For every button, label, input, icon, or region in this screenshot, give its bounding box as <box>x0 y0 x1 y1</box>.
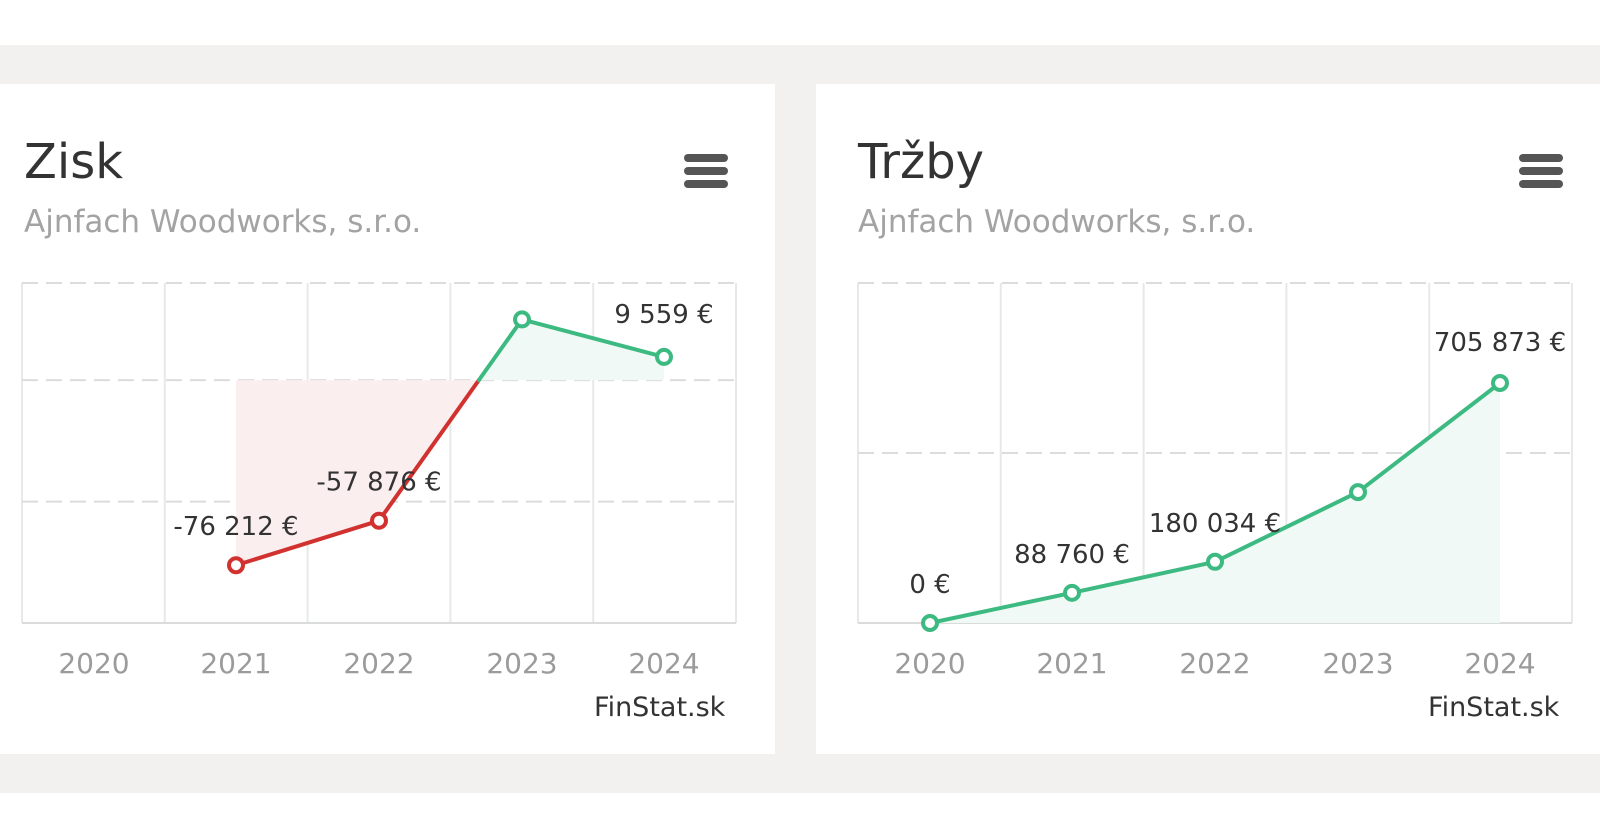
zisk-chart-credit-link[interactable]: FinStat.sk <box>594 692 726 723</box>
zisk-chart-subtitle: Ajnfach Woodworks, s.r.o. <box>24 204 422 240</box>
trzby-point-2020 <box>921 614 939 632</box>
trzby-chart-menu-icon[interactable] <box>1519 154 1563 190</box>
zisk-chart-title: Zisk <box>24 134 124 190</box>
trzby-series-area <box>930 383 1500 623</box>
zisk-positive-area <box>522 319 664 381</box>
trzby-data-label-2020: 0 € <box>909 570 950 600</box>
trzby-chart-title: Tržby <box>858 134 985 190</box>
trzby-chart-credit-link[interactable]: FinStat.sk <box>1428 692 1560 723</box>
zisk-x-tick-label-2023: 2023 <box>486 647 557 680</box>
trzby-data-label-2021: 88 760 € <box>1014 540 1130 570</box>
zisk-point-2023 <box>513 310 531 329</box>
zisk-chart-menu-icon[interactable] <box>684 154 728 190</box>
trzby-x-tick-label-2023: 2023 <box>1322 647 1393 680</box>
trzby-x-tick-label-2021: 2021 <box>1036 647 1107 680</box>
zisk-point-2024 <box>655 347 673 366</box>
zisk-x-tick-label-2022: 2022 <box>343 647 414 680</box>
trzby-point-2021 <box>1063 583 1081 602</box>
zisk-negative-line <box>234 518 381 568</box>
zisk-data-label-2021: -76 212 € <box>173 512 298 542</box>
zisk-x-tick-label-2020: 2020 <box>58 647 129 680</box>
trzby-x-tick-label-2024: 2024 <box>1464 647 1535 680</box>
zisk-x-tick-label-2021: 2021 <box>200 647 271 680</box>
trzby-x-tick-label-2022: 2022 <box>1179 647 1250 680</box>
trzby-point-2022 <box>1206 552 1224 571</box>
zisk-x-tick-label-2024: 2024 <box>628 647 699 680</box>
zisk-data-label-2024: 9 559 € <box>614 300 713 330</box>
zisk-negative-line <box>377 378 481 523</box>
trzby-chart-subtitle: Ajnfach Woodworks, s.r.o. <box>858 204 1256 240</box>
trzby-data-label-2022: 180 034 € <box>1149 509 1281 539</box>
trzby-point-2024 <box>1491 374 1509 393</box>
zisk-positive-line <box>520 317 666 359</box>
zisk-positive-line <box>476 317 524 383</box>
zisk-point-2022 <box>370 511 388 530</box>
zisk-point-2021 <box>227 556 245 575</box>
zisk-data-label-2022: -57 876 € <box>316 468 441 498</box>
trzby-point-2023 <box>1349 483 1367 502</box>
trzby-x-tick-label-2020: 2020 <box>894 647 965 680</box>
zisk-negative-area <box>236 380 379 566</box>
trzby-data-label-2024: 705 873 € <box>1434 328 1566 358</box>
